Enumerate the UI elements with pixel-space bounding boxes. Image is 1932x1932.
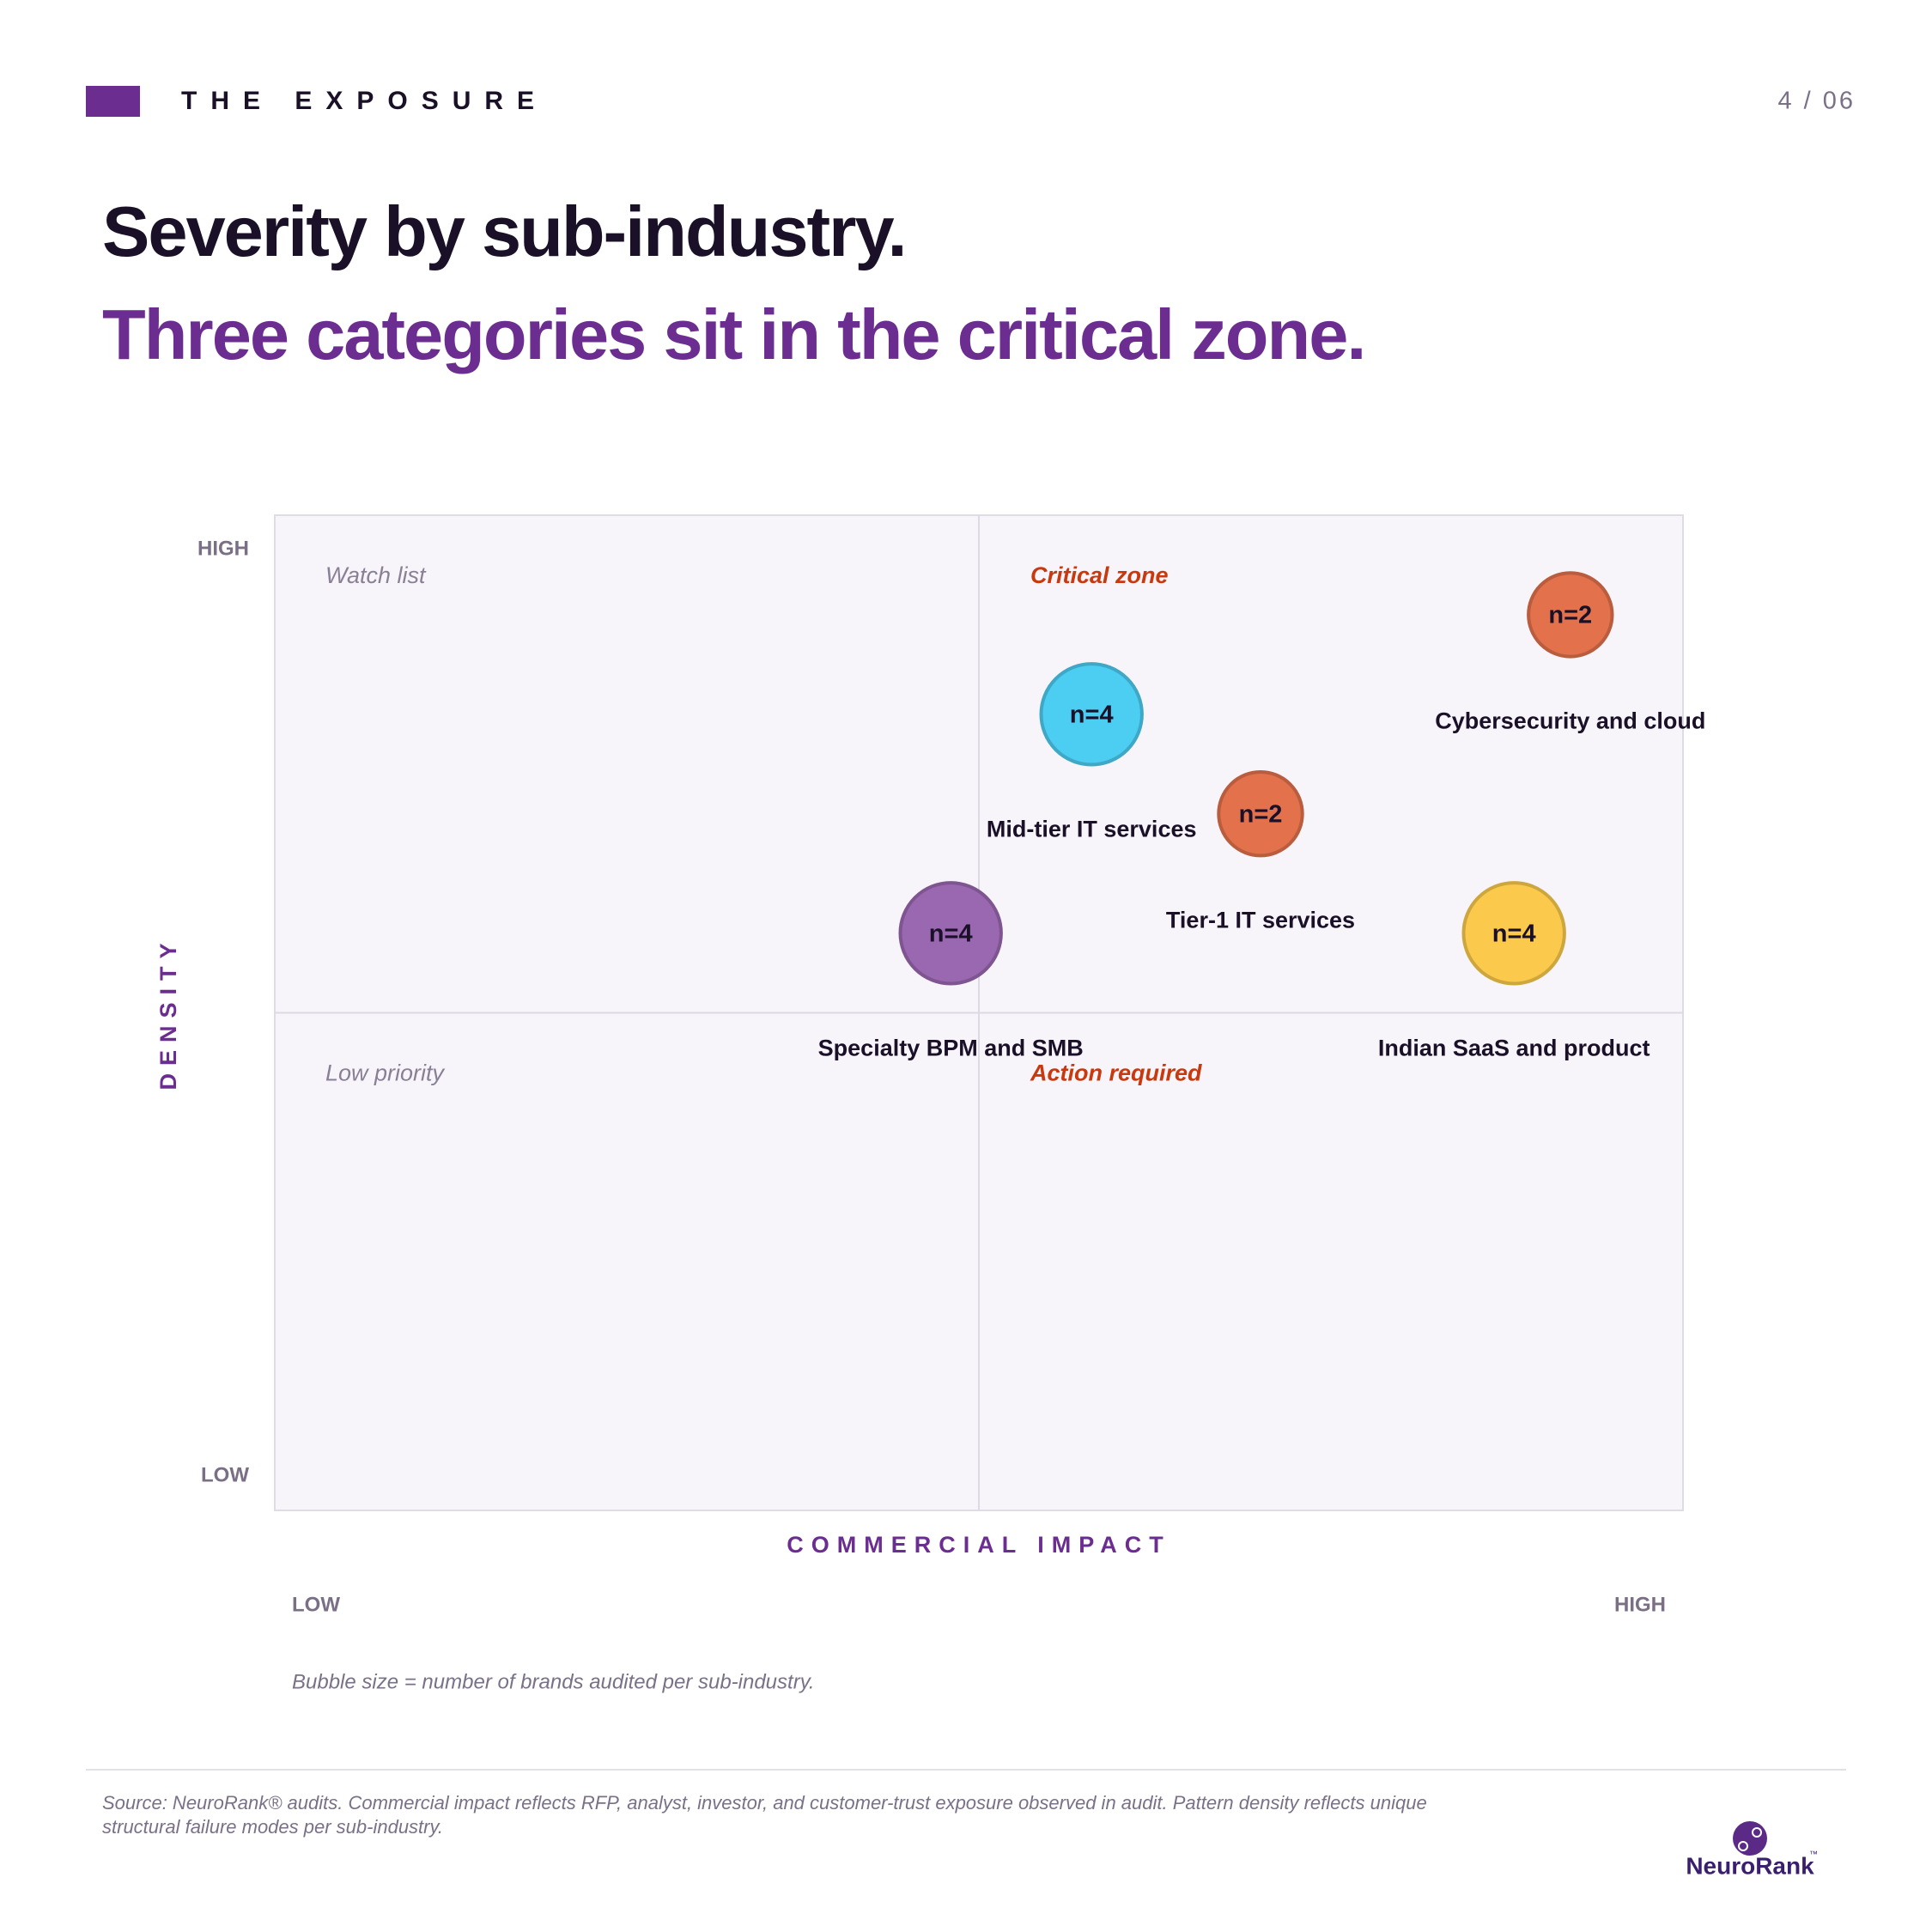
section-label: THE EXPOSURE <box>181 87 548 115</box>
page-number: 4 / 06 <box>1777 88 1856 115</box>
source-note: Source: NeuroRank® audits. Commercial im… <box>102 1792 1427 1838</box>
logo-icon <box>1752 1827 1762 1838</box>
bubble-name: Mid-tier IT services <box>987 817 1197 842</box>
bubble <box>1461 881 1566 986</box>
bubble-name: Tier-1 IT services <box>1166 908 1355 933</box>
bubble <box>1039 662 1144 767</box>
quadrant-label: Watch list <box>325 562 427 588</box>
bubble-size-label: n=4 <box>1070 701 1114 728</box>
bubble-name: Indian SaaS and product <box>1378 1036 1650 1061</box>
y-axis-title: DENSITY <box>155 935 181 1090</box>
x-tick-label: HIGH <box>1614 1593 1666 1616</box>
y-tick-label: LOW <box>201 1463 249 1486</box>
bubble <box>1527 571 1614 659</box>
logo-icon <box>1738 1841 1748 1851</box>
chart-note: Bubble size = number of brands audited p… <box>292 1670 815 1693</box>
bubble <box>898 881 1003 986</box>
quadrant-label: Critical zone <box>1030 562 1169 588</box>
bubble-size-label: n=4 <box>929 920 973 947</box>
quadrant-label: Low priority <box>325 1060 446 1086</box>
quadrant-label: Action required <box>1030 1060 1202 1086</box>
trademark: ™ <box>1809 1850 1818 1860</box>
section-marker <box>86 86 140 117</box>
bubble-size-label: n=2 <box>1548 602 1592 629</box>
logo-text: NeuroRank <box>1686 1852 1814 1879</box>
x-axis-title: COMMERCIAL IMPACT <box>787 1532 1170 1558</box>
title: Severity by sub-industry. <box>102 191 906 271</box>
logo-icon <box>1733 1821 1767 1856</box>
bubble-name: Cybersecurity and cloud <box>1435 708 1705 734</box>
bubble <box>1217 770 1304 858</box>
subtitle: Three categories sit in the critical zon… <box>102 295 1364 374</box>
x-tick-label: LOW <box>292 1593 340 1616</box>
logo: NeuroRank ™ <box>1686 1821 1818 1879</box>
y-tick-label: HIGH <box>197 537 249 560</box>
bubble-size-label: n=4 <box>1492 920 1536 947</box>
bubble-size-label: n=2 <box>1239 800 1283 828</box>
bubble-name: Specialty BPM and SMB <box>818 1036 1084 1061</box>
